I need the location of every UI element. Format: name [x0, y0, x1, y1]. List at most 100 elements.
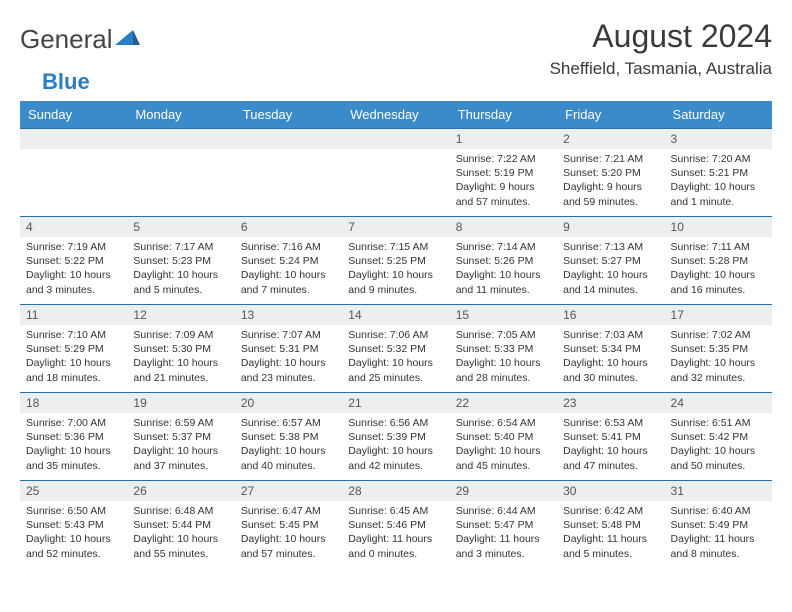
calendar-day-cell: 4Sunrise: 7:19 AMSunset: 5:22 PMDaylight…: [20, 217, 127, 305]
day-details: Sunrise: 7:19 AMSunset: 5:22 PMDaylight:…: [20, 237, 127, 303]
calendar-day-cell: 19Sunrise: 6:59 AMSunset: 5:37 PMDayligh…: [127, 393, 234, 481]
day-details: Sunrise: 7:20 AMSunset: 5:21 PMDaylight:…: [665, 149, 772, 215]
sunrise-text: Sunrise: 7:02 AM: [671, 328, 766, 342]
sunrise-text: Sunrise: 7:21 AM: [563, 152, 658, 166]
daylight-text: Daylight: 10 hours and 14 minutes.: [563, 268, 658, 296]
sunrise-text: Sunrise: 7:17 AM: [133, 240, 228, 254]
sunset-text: Sunset: 5:28 PM: [671, 254, 766, 268]
day-details: Sunrise: 6:50 AMSunset: 5:43 PMDaylight:…: [20, 501, 127, 567]
day-details: Sunrise: 7:15 AMSunset: 5:25 PMDaylight:…: [342, 237, 449, 303]
sunset-text: Sunset: 5:33 PM: [456, 342, 551, 356]
calendar-day-cell: 25Sunrise: 6:50 AMSunset: 5:43 PMDayligh…: [20, 481, 127, 569]
day-number: 17: [665, 305, 772, 325]
sunrise-text: Sunrise: 7:06 AM: [348, 328, 443, 342]
calendar-day-cell: 3Sunrise: 7:20 AMSunset: 5:21 PMDaylight…: [665, 129, 772, 217]
daylight-text: Daylight: 11 hours and 0 minutes.: [348, 532, 443, 560]
day-number: 1: [450, 129, 557, 149]
day-number: 3: [665, 129, 772, 149]
day-number: 25: [20, 481, 127, 501]
day-number: 14: [342, 305, 449, 325]
sunrise-text: Sunrise: 7:15 AM: [348, 240, 443, 254]
day-number: 31: [665, 481, 772, 501]
day-number: 13: [235, 305, 342, 325]
calendar-week-row: 25Sunrise: 6:50 AMSunset: 5:43 PMDayligh…: [20, 481, 772, 569]
daylight-text: Daylight: 9 hours and 57 minutes.: [456, 180, 551, 208]
calendar-day-cell: 7Sunrise: 7:15 AMSunset: 5:25 PMDaylight…: [342, 217, 449, 305]
daylight-text: Daylight: 11 hours and 5 minutes.: [563, 532, 658, 560]
day-details: Sunrise: 6:51 AMSunset: 5:42 PMDaylight:…: [665, 413, 772, 479]
daylight-text: Daylight: 10 hours and 45 minutes.: [456, 444, 551, 472]
day-number: 18: [20, 393, 127, 413]
sunrise-text: Sunrise: 7:10 AM: [26, 328, 121, 342]
calendar-day-cell: 17Sunrise: 7:02 AMSunset: 5:35 PMDayligh…: [665, 305, 772, 393]
calendar-day-cell: 14Sunrise: 7:06 AMSunset: 5:32 PMDayligh…: [342, 305, 449, 393]
brand-part1: General: [20, 24, 113, 55]
calendar-day-cell: 9Sunrise: 7:13 AMSunset: 5:27 PMDaylight…: [557, 217, 664, 305]
day-details: Sunrise: 7:14 AMSunset: 5:26 PMDaylight:…: [450, 237, 557, 303]
sunset-text: Sunset: 5:34 PM: [563, 342, 658, 356]
day-details: Sunrise: 6:48 AMSunset: 5:44 PMDaylight:…: [127, 501, 234, 567]
sunset-text: Sunset: 5:21 PM: [671, 166, 766, 180]
day-number: 28: [342, 481, 449, 501]
day-details: Sunrise: 7:21 AMSunset: 5:20 PMDaylight:…: [557, 149, 664, 215]
sunrise-text: Sunrise: 7:03 AM: [563, 328, 658, 342]
daylight-text: Daylight: 11 hours and 3 minutes.: [456, 532, 551, 560]
calendar-week-row: 1Sunrise: 7:22 AMSunset: 5:19 PMDaylight…: [20, 129, 772, 217]
day-number: 23: [557, 393, 664, 413]
day-number: 4: [20, 217, 127, 237]
day-details: [235, 149, 342, 158]
daylight-text: Daylight: 10 hours and 52 minutes.: [26, 532, 121, 560]
day-number: [235, 129, 342, 149]
sunset-text: Sunset: 5:24 PM: [241, 254, 336, 268]
sunset-text: Sunset: 5:44 PM: [133, 518, 228, 532]
day-details: Sunrise: 6:59 AMSunset: 5:37 PMDaylight:…: [127, 413, 234, 479]
daylight-text: Daylight: 10 hours and 25 minutes.: [348, 356, 443, 384]
day-details: Sunrise: 6:53 AMSunset: 5:41 PMDaylight:…: [557, 413, 664, 479]
day-number: 16: [557, 305, 664, 325]
sunrise-text: Sunrise: 7:16 AM: [241, 240, 336, 254]
daylight-text: Daylight: 10 hours and 32 minutes.: [671, 356, 766, 384]
calendar-week-row: 11Sunrise: 7:10 AMSunset: 5:29 PMDayligh…: [20, 305, 772, 393]
sunset-text: Sunset: 5:38 PM: [241, 430, 336, 444]
day-number: 6: [235, 217, 342, 237]
day-details: Sunrise: 7:22 AMSunset: 5:19 PMDaylight:…: [450, 149, 557, 215]
calendar-day-cell: 15Sunrise: 7:05 AMSunset: 5:33 PMDayligh…: [450, 305, 557, 393]
calendar-day-cell: 8Sunrise: 7:14 AMSunset: 5:26 PMDaylight…: [450, 217, 557, 305]
day-details: Sunrise: 7:11 AMSunset: 5:28 PMDaylight:…: [665, 237, 772, 303]
weekday-header: Friday: [557, 101, 664, 129]
calendar-day-cell: 12Sunrise: 7:09 AMSunset: 5:30 PMDayligh…: [127, 305, 234, 393]
sunrise-text: Sunrise: 6:40 AM: [671, 504, 766, 518]
title-block: August 2024 Sheffield, Tasmania, Austral…: [550, 18, 772, 79]
day-number: 29: [450, 481, 557, 501]
daylight-text: Daylight: 10 hours and 28 minutes.: [456, 356, 551, 384]
calendar-day-cell: 13Sunrise: 7:07 AMSunset: 5:31 PMDayligh…: [235, 305, 342, 393]
daylight-text: Daylight: 10 hours and 7 minutes.: [241, 268, 336, 296]
day-details: Sunrise: 7:17 AMSunset: 5:23 PMDaylight:…: [127, 237, 234, 303]
day-details: Sunrise: 7:06 AMSunset: 5:32 PMDaylight:…: [342, 325, 449, 391]
sunrise-text: Sunrise: 7:19 AM: [26, 240, 121, 254]
weekday-header-row: SundayMondayTuesdayWednesdayThursdayFrid…: [20, 101, 772, 129]
day-number: 5: [127, 217, 234, 237]
day-number: 2: [557, 129, 664, 149]
calendar-table: SundayMondayTuesdayWednesdayThursdayFrid…: [20, 101, 772, 569]
daylight-text: Daylight: 10 hours and 57 minutes.: [241, 532, 336, 560]
day-details: Sunrise: 6:40 AMSunset: 5:49 PMDaylight:…: [665, 501, 772, 567]
daylight-text: Daylight: 10 hours and 30 minutes.: [563, 356, 658, 384]
calendar-day-cell: 1Sunrise: 7:22 AMSunset: 5:19 PMDaylight…: [450, 129, 557, 217]
sunrise-text: Sunrise: 6:51 AM: [671, 416, 766, 430]
calendar-day-cell: 24Sunrise: 6:51 AMSunset: 5:42 PMDayligh…: [665, 393, 772, 481]
day-number: 26: [127, 481, 234, 501]
sunrise-text: Sunrise: 6:57 AM: [241, 416, 336, 430]
day-details: Sunrise: 7:00 AMSunset: 5:36 PMDaylight:…: [20, 413, 127, 479]
daylight-text: Daylight: 10 hours and 16 minutes.: [671, 268, 766, 296]
sunrise-text: Sunrise: 6:42 AM: [563, 504, 658, 518]
daylight-text: Daylight: 10 hours and 35 minutes.: [26, 444, 121, 472]
calendar-day-cell: 22Sunrise: 6:54 AMSunset: 5:40 PMDayligh…: [450, 393, 557, 481]
sunset-text: Sunset: 5:48 PM: [563, 518, 658, 532]
calendar-day-cell: 20Sunrise: 6:57 AMSunset: 5:38 PMDayligh…: [235, 393, 342, 481]
sunrise-text: Sunrise: 6:50 AM: [26, 504, 121, 518]
calendar-day-cell: 26Sunrise: 6:48 AMSunset: 5:44 PMDayligh…: [127, 481, 234, 569]
day-details: Sunrise: 7:10 AMSunset: 5:29 PMDaylight:…: [20, 325, 127, 391]
weekday-header: Wednesday: [342, 101, 449, 129]
sunrise-text: Sunrise: 7:22 AM: [456, 152, 551, 166]
